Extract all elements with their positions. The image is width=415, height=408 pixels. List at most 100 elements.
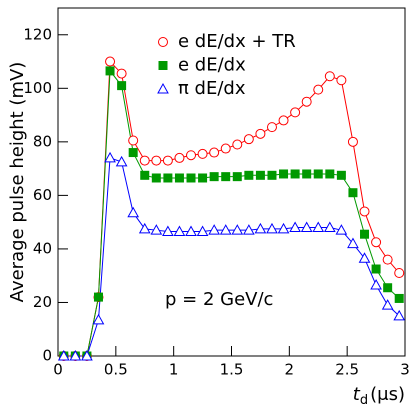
y-tick-label: 100	[23, 79, 52, 97]
marker	[231, 224, 244, 235]
marker	[220, 143, 231, 154]
x-tick-label: 2.5	[335, 361, 359, 379]
legend-label: π dE/dx	[178, 78, 246, 99]
marker	[208, 224, 220, 235]
marker	[255, 170, 265, 180]
series-line	[63, 157, 400, 357]
marker	[323, 221, 336, 233]
marker	[198, 173, 208, 183]
x-tick-label: 0.5	[104, 361, 128, 379]
y-tick-label: 60	[33, 186, 52, 204]
marker	[394, 293, 404, 303]
legend-label: e dE/dx	[178, 55, 246, 76]
marker	[104, 151, 116, 163]
marker	[301, 96, 312, 107]
marker	[277, 222, 290, 234]
marker	[244, 170, 254, 180]
x-tick-label: 0	[53, 361, 63, 379]
marker	[232, 172, 242, 182]
legend-label: e dE/dx + TR	[178, 31, 296, 52]
marker	[347, 136, 358, 147]
marker	[163, 173, 173, 183]
marker	[360, 229, 370, 239]
y-axis-label: Average pulse height (mV)	[7, 62, 28, 303]
y-tick-label: 0	[42, 347, 52, 365]
marker	[174, 173, 184, 183]
marker	[382, 254, 393, 265]
marker	[209, 147, 220, 158]
marker	[243, 224, 255, 235]
marker	[186, 173, 196, 183]
marker	[128, 148, 138, 158]
marker	[313, 84, 324, 95]
marker	[92, 313, 105, 325]
marker	[173, 225, 186, 237]
marker	[278, 115, 289, 126]
marker	[290, 169, 300, 179]
marker	[289, 221, 301, 233]
marker	[221, 172, 231, 182]
marker	[394, 268, 405, 279]
marker	[335, 224, 348, 235]
x-tick-label: 1.5	[220, 361, 244, 379]
marker	[383, 283, 393, 293]
marker	[162, 155, 173, 166]
marker	[313, 169, 323, 179]
marker	[115, 155, 128, 167]
marker	[347, 237, 359, 249]
marker	[128, 135, 139, 146]
marker	[209, 172, 219, 182]
marker	[219, 224, 232, 235]
x-label-symbol: t	[353, 384, 361, 405]
marker	[162, 225, 174, 237]
marker	[116, 68, 127, 79]
marker	[105, 66, 115, 76]
marker	[117, 81, 127, 91]
series-line	[63, 69, 400, 357]
marker	[150, 224, 163, 235]
marker	[254, 222, 267, 234]
marker	[371, 237, 382, 248]
legend-marker	[158, 61, 168, 70]
marker	[174, 152, 185, 163]
marker	[243, 134, 254, 145]
annotation: p = 2 GeV/c	[165, 289, 273, 310]
marker	[185, 225, 197, 237]
y-tick-label: 120	[23, 25, 52, 43]
marker	[325, 169, 335, 179]
marker	[302, 169, 312, 179]
marker	[312, 221, 325, 233]
x-tick-label: 2	[285, 361, 295, 379]
marker	[348, 188, 358, 198]
marker	[266, 222, 278, 234]
marker	[138, 222, 151, 234]
marker	[336, 170, 346, 180]
marker	[57, 349, 70, 361]
marker	[232, 139, 243, 150]
marker	[69, 349, 82, 361]
x-label-unit: (μs)	[370, 384, 405, 405]
marker	[336, 75, 347, 86]
x-label-subscript: d	[360, 393, 368, 408]
marker	[151, 173, 161, 183]
marker	[370, 279, 382, 290]
marker	[139, 155, 150, 166]
marker	[358, 252, 371, 263]
marker	[290, 107, 301, 118]
x-tick-label: 3	[400, 361, 410, 379]
marker	[151, 155, 162, 166]
x-tick-label: 1	[169, 361, 179, 379]
y-tick-label: 80	[33, 132, 52, 150]
x-axis-label: td (μs)	[353, 384, 405, 408]
marker	[300, 221, 313, 233]
marker	[197, 148, 208, 159]
marker	[196, 225, 209, 237]
marker	[393, 309, 406, 321]
legend-marker	[158, 37, 168, 47]
marker	[359, 206, 370, 217]
marker	[324, 71, 335, 82]
y-tick-label: 40	[33, 239, 52, 257]
marker	[255, 128, 266, 139]
marker	[186, 150, 197, 161]
